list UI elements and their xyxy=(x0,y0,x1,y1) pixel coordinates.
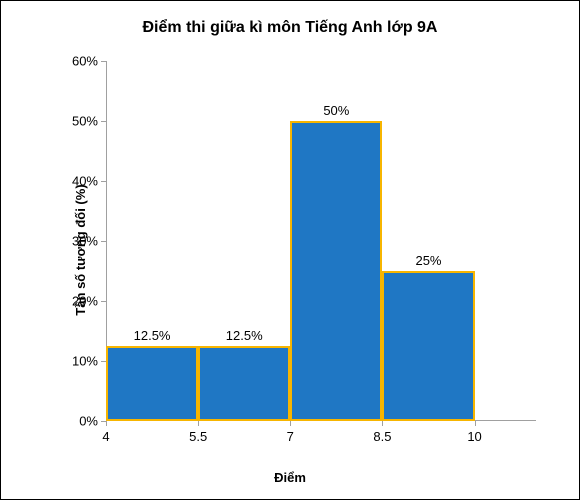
x-tick-mark xyxy=(290,421,291,426)
histogram-bar: 12.5% xyxy=(198,346,290,421)
y-tick-mark xyxy=(101,301,106,302)
histogram-bar: 50% xyxy=(290,121,382,421)
y-tick-mark xyxy=(101,61,106,62)
bar-value-label: 25% xyxy=(415,253,441,268)
bar-value-label: 50% xyxy=(323,103,349,118)
histogram-bar: 12.5% xyxy=(106,346,198,421)
histogram-bar: 25% xyxy=(382,271,474,421)
plot-area: 0%10%20%30%40%50%60%45.578.51012.5%12.5%… xyxy=(106,61,536,421)
x-tick-mark xyxy=(198,421,199,426)
bar-value-label: 12.5% xyxy=(134,328,171,343)
x-tick-mark xyxy=(475,421,476,426)
y-tick-mark xyxy=(101,121,106,122)
x-tick-mark xyxy=(382,421,383,426)
y-tick-mark xyxy=(101,241,106,242)
chart-title: Điểm thi giữa kì môn Tiếng Anh lớp 9A xyxy=(1,19,579,37)
x-axis-label: Điểm xyxy=(1,470,579,485)
y-tick-mark xyxy=(101,181,106,182)
chart-frame: Điểm thi giữa kì môn Tiếng Anh lớp 9A Tầ… xyxy=(0,0,580,500)
bar-value-label: 12.5% xyxy=(226,328,263,343)
x-tick-mark xyxy=(106,421,107,426)
